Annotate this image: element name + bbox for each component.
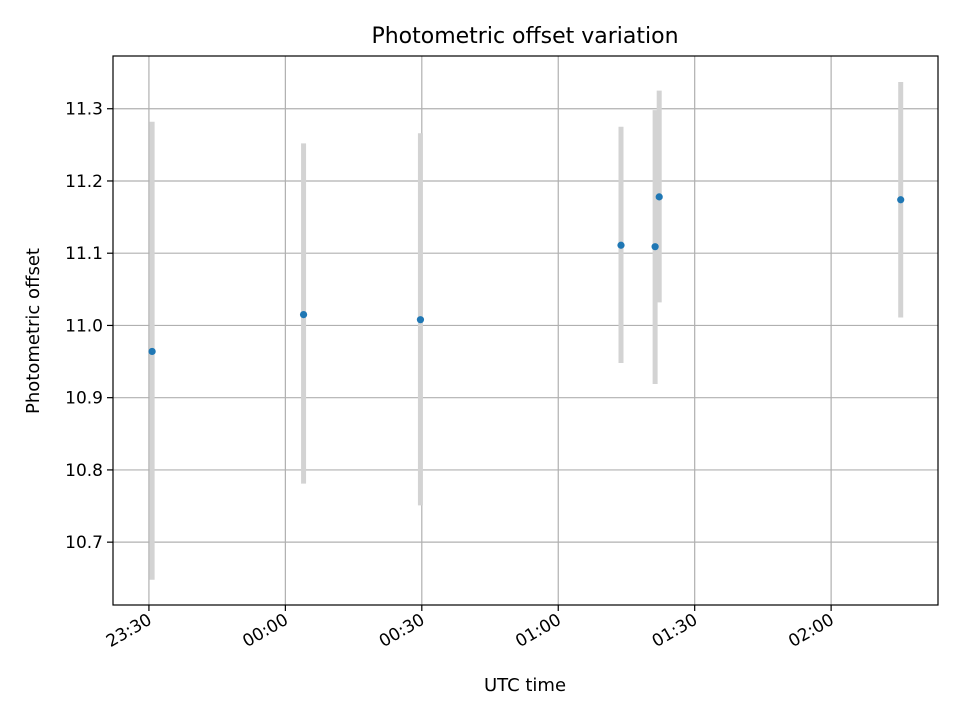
y-tick-label: 10.8 bbox=[65, 461, 103, 481]
data-points bbox=[148, 193, 905, 356]
y-axis-label: Photometric offset bbox=[23, 248, 44, 414]
x-axis-label: UTC time bbox=[484, 675, 566, 696]
chart-title: Photometric offset variation bbox=[371, 24, 678, 49]
y-tick-label: 11.3 bbox=[65, 100, 103, 120]
plot-frame bbox=[112, 55, 939, 606]
data-point bbox=[416, 316, 425, 324]
y-axis-ticks: 10.7 10.8 10.9 11.0 11.1 11.2 11.3 bbox=[65, 100, 113, 553]
data-point bbox=[299, 311, 308, 319]
data-point bbox=[655, 193, 663, 201]
y-tick-label: 11.2 bbox=[65, 172, 103, 192]
data-point bbox=[897, 196, 905, 204]
data-point bbox=[651, 243, 659, 251]
y-tick-label: 11.1 bbox=[65, 244, 103, 264]
y-tick-label: 11.0 bbox=[65, 316, 103, 336]
data-point bbox=[617, 241, 625, 249]
data-point bbox=[148, 347, 156, 356]
y-tick-label: 10.9 bbox=[65, 389, 103, 409]
y-tick-label: 10.7 bbox=[65, 533, 103, 553]
